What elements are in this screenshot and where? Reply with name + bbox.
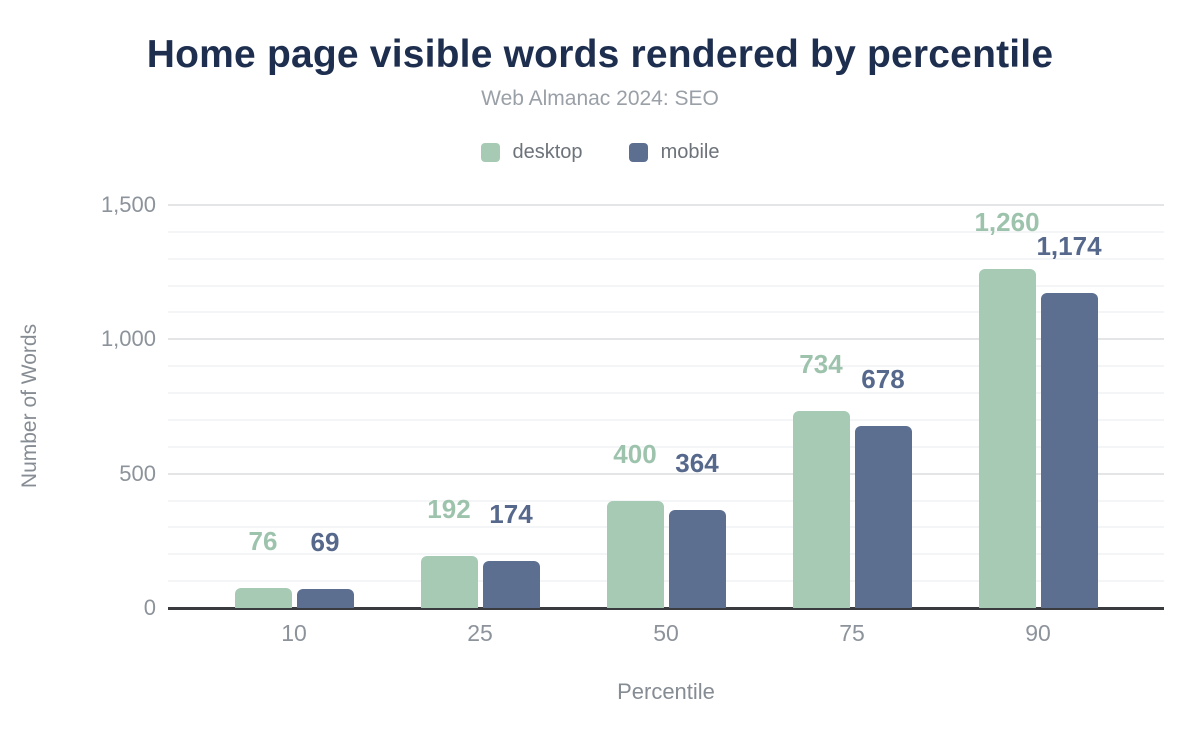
y-axis-tick-label: 0	[143, 595, 156, 620]
value-label-mobile-p25: 174	[489, 499, 533, 530]
gridline-minor	[168, 392, 1164, 395]
bar-desktop-p10	[234, 587, 292, 608]
bar-desktop-p90	[978, 269, 1036, 608]
gridline-minor	[168, 526, 1164, 529]
x-axis-tick-label: 25	[467, 620, 493, 646]
x-axis-tick-label: 90	[1025, 620, 1051, 646]
chart-title: Home page visible words rendered by perc…	[146, 33, 1054, 76]
bar-mobile-p75	[854, 425, 912, 608]
y-axis-tick-label: 1,500	[100, 192, 156, 217]
x-axis-line	[168, 607, 1164, 610]
x-axis-title: Percentile	[617, 679, 715, 704]
gridline-minor	[168, 418, 1164, 421]
value-label-mobile-p10: 69	[310, 527, 340, 558]
value-label-mobile-p50: 364	[675, 448, 719, 479]
bar-desktop-p25	[420, 556, 478, 608]
legend-swatch-desktop	[480, 143, 500, 162]
bar-desktop-p75	[792, 410, 850, 608]
value-label-desktop-p25: 192	[427, 494, 471, 525]
y-axis-ticks: 0 500 1,000 1,500	[0, 194, 156, 619]
bar-desktop-p50	[606, 500, 664, 608]
legend-swatch-mobile	[628, 143, 648, 162]
gridline-minor	[168, 230, 1164, 233]
x-axis-tick-label: 50	[653, 620, 679, 646]
bar-mobile-p10	[296, 589, 354, 608]
gridline-minor	[168, 284, 1164, 287]
legend-item-mobile: mobile	[628, 141, 720, 164]
plot-area: Percentile 10 76 69 25 192 174 50 400 364 75 734 67…	[168, 204, 1164, 704]
legend: desktop mobile	[0, 141, 1200, 164]
gridline-minor	[168, 311, 1164, 314]
gridline-major	[168, 204, 1164, 206]
gridline-major	[168, 338, 1164, 341]
x-axis-tick-label: 75	[839, 620, 865, 646]
bar-mobile-p50	[668, 510, 726, 608]
value-label-desktop-p90: 1,260	[974, 207, 1040, 238]
gridline-minor	[168, 499, 1164, 502]
gridline-minor	[168, 257, 1164, 260]
chart-subtitle: Web Almanac 2024: SEO	[481, 87, 719, 110]
value-label-desktop-p75: 734	[799, 348, 843, 379]
x-axis-tick-label: 10	[281, 620, 307, 646]
value-label-mobile-p90: 1,174	[1036, 230, 1102, 261]
value-label-desktop-p50: 400	[613, 438, 657, 469]
legend-label-desktop: desktop	[512, 141, 583, 163]
bar-mobile-p90	[1040, 292, 1098, 608]
legend-label-mobile: mobile	[660, 141, 720, 163]
value-label-mobile-p75: 678	[861, 363, 905, 394]
gridline-minor	[168, 553, 1164, 556]
y-axis-title: Number of Words	[18, 323, 41, 489]
gridline-minor	[168, 365, 1164, 368]
bar-mobile-p25	[482, 561, 540, 608]
gridline-minor	[168, 445, 1164, 448]
value-label-desktop-p10: 76	[248, 525, 278, 556]
legend-item-desktop: desktop	[480, 141, 583, 164]
y-axis-tick-label: 1,000	[100, 326, 156, 352]
y-axis-tick-label: 500	[119, 460, 156, 486]
gridline-major	[168, 472, 1164, 475]
gridline-minor	[168, 580, 1164, 583]
